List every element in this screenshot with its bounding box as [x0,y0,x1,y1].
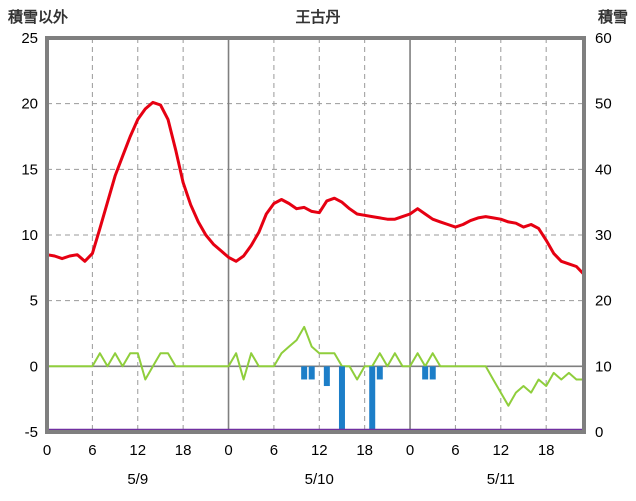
precip-bar [422,366,429,380]
right-tick-label: 20 [595,293,612,310]
precip-bar [338,366,345,432]
precip-bar [323,366,330,387]
precip-bar [301,366,308,380]
hour-tick-label: 12 [492,442,509,459]
left-tick-label: 5 [30,293,38,310]
precip-bar [376,366,383,380]
hour-tick-label: 12 [129,442,146,459]
right-axis-title: 積雪 [597,9,628,26]
temperature-series [45,100,586,276]
day-label: 5/10 [305,471,334,488]
day-label: 5/9 [127,471,148,488]
right-tick-label: 50 [595,96,612,113]
hour-tick-label: 18 [175,442,192,459]
right-tick-label: 0 [595,424,603,441]
plot-border [45,36,586,434]
right-tick-label: 10 [595,358,612,375]
hour-tick-label: 6 [451,442,459,459]
left-tick-label: -5 [25,424,38,441]
precip-bar [369,366,376,432]
right-tick-label: 40 [595,161,612,178]
left-tick-label: 20 [21,96,38,113]
precipitation-bars-series [301,366,436,432]
hour-tick-label: 0 [406,442,414,459]
right-tick-label: 60 [595,30,612,47]
gridlines [47,38,584,432]
hour-tick-label: 18 [538,442,555,459]
right-tick-label: 30 [595,227,612,244]
left-tick-label: 15 [21,161,38,178]
hour-tick-label: 0 [224,442,232,459]
hour-tick-label: 18 [356,442,373,459]
left-tick-label: 0 [30,358,38,375]
precip-bar [308,366,315,380]
chart-title: 王古丹 [295,9,341,26]
green-series-series [46,325,585,407]
hour-tick-label: 6 [88,442,96,459]
hour-tick-label: 0 [43,442,51,459]
day-label: 5/11 [487,471,515,488]
precip-bar [429,366,436,380]
hour-tick-label: 12 [311,442,328,459]
left-tick-label: 10 [21,227,38,244]
left-axis-title: 積雪以外 [8,9,69,26]
hour-tick-label: 6 [270,442,278,459]
left-tick-label: 25 [21,30,38,47]
